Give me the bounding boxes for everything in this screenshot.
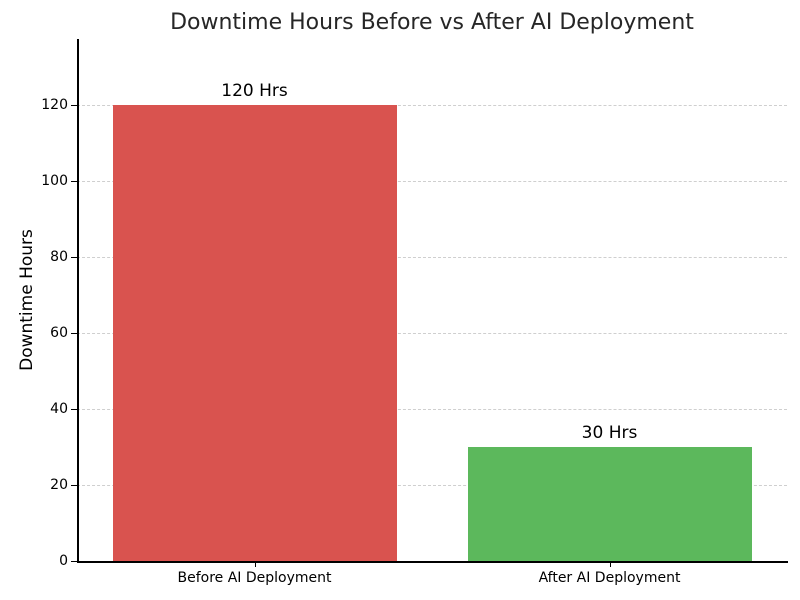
bar-value-label: 30 Hrs bbox=[581, 423, 638, 444]
bar-before-ai-deployment bbox=[112, 105, 397, 561]
y-tick-mark bbox=[71, 105, 77, 107]
y-tick-label: 60 bbox=[50, 325, 68, 342]
y-tick-label: 120 bbox=[41, 97, 68, 114]
x-tick-label: Before AI Deployment bbox=[177, 570, 332, 586]
gridline-y-100 bbox=[77, 181, 787, 183]
x-axis-spine bbox=[77, 561, 788, 563]
x-tick-mark bbox=[254, 561, 256, 567]
y-tick-label: 40 bbox=[50, 401, 68, 418]
x-tick-mark bbox=[609, 561, 611, 567]
bar-value-label: 120 Hrs bbox=[221, 81, 288, 102]
gridline-y-60 bbox=[77, 333, 787, 335]
y-tick-mark bbox=[71, 257, 77, 259]
y-tick-mark bbox=[71, 485, 77, 487]
y-axis-spine bbox=[77, 39, 79, 562]
y-tick-label: 80 bbox=[50, 249, 68, 266]
bar-after-ai-deployment bbox=[467, 447, 752, 561]
y-tick-mark bbox=[71, 181, 77, 183]
gridline-y-80 bbox=[77, 257, 787, 259]
gridline-y-40 bbox=[77, 409, 787, 411]
y-tick-mark bbox=[71, 409, 77, 411]
gridline-y-120 bbox=[77, 105, 787, 107]
y-tick-label: 20 bbox=[50, 477, 68, 494]
y-axis-label: Downtime Hours bbox=[17, 229, 37, 371]
plot-area bbox=[77, 39, 787, 561]
x-tick-label: After AI Deployment bbox=[538, 570, 681, 586]
y-tick-mark bbox=[71, 561, 77, 563]
gridline-y-20 bbox=[77, 485, 787, 487]
chart-title: Downtime Hours Before vs After AI Deploy… bbox=[170, 10, 694, 35]
y-tick-mark bbox=[71, 333, 77, 335]
y-tick-label: 0 bbox=[59, 553, 68, 569]
y-tick-label: 100 bbox=[41, 173, 68, 190]
